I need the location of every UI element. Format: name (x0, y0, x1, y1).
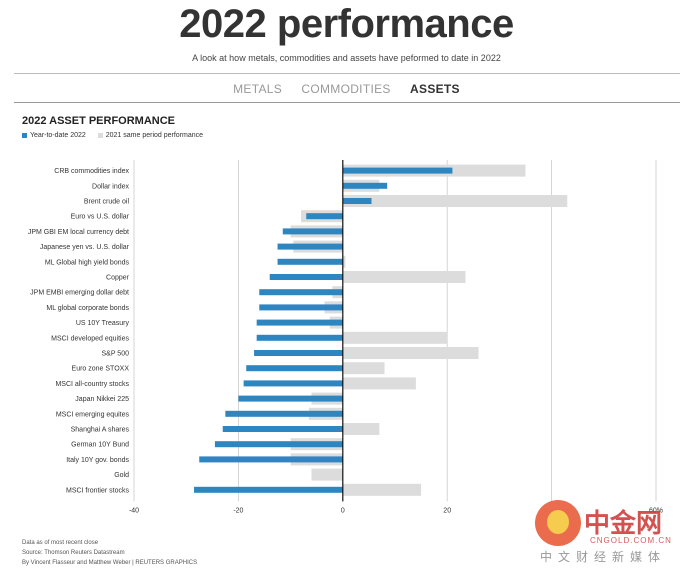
category-label: Japan Nikkei 225 (75, 396, 129, 403)
legend-label-2022: Year-to-date 2022 (30, 132, 86, 139)
category-label: Brent crude oil (84, 199, 130, 206)
page-title: 2022 performance (179, 2, 514, 46)
bar-2022 (282, 228, 343, 235)
legend-swatch-2021 (97, 132, 103, 138)
divider-top (14, 73, 680, 74)
category-label: ML global corporate bonds (46, 305, 129, 312)
category-label: Italy 10Y gov. bonds (66, 457, 129, 464)
legend-swatch-2022 (22, 132, 27, 138)
watermark-brand: 中金网 (584, 509, 663, 539)
divider-bottom (14, 102, 680, 103)
category-label: Copper (106, 275, 130, 282)
bar-2022 (222, 426, 343, 432)
bar-2022 (259, 304, 343, 311)
bar-2021 (342, 195, 568, 207)
bar-2022 (342, 167, 453, 174)
footnote-source: Source: Thomson Reuters Datastream (22, 550, 125, 556)
bar-2022 (306, 213, 343, 220)
x-tick-label: -40 (129, 507, 139, 514)
bar-2021 (342, 423, 380, 435)
chart-title: 2022 ASSET PERFORMANCE (22, 115, 176, 127)
bar-2021 (342, 362, 385, 375)
category-label: ML Global high yield bonds (45, 259, 130, 266)
watermark-url: CNGOLD.COM.CN (590, 536, 672, 545)
bar-2022 (342, 198, 372, 204)
bar-2022 (246, 365, 343, 372)
bar-2022 (256, 334, 343, 341)
watermark-logo-icon (535, 500, 581, 546)
category-label: CRB commodities index (54, 168, 129, 175)
bar-2022 (238, 395, 343, 402)
bar-2021 (342, 255, 346, 268)
category-label: MSCI all-country stocks (55, 381, 129, 388)
x-tick-label: 0 (341, 507, 345, 514)
bar-2022 (259, 289, 343, 296)
category-label: Dollar index (92, 183, 129, 190)
footnote-byline: By Vincent Flasseur and Matthew Weber | … (22, 560, 198, 566)
category-label: MSCI emerging equites (56, 411, 130, 418)
tab-commodities[interactable]: COMMODITIES (301, 82, 391, 96)
page-subtitle: A look at how metals, commodities and as… (192, 53, 501, 63)
category-label: US 10Y Treasury (76, 320, 130, 327)
category-label: S&P 500 (101, 351, 129, 358)
category-label: Euro vs U.S. dollar (71, 214, 130, 221)
bar-2022 (256, 319, 343, 326)
category-label: MSCI developed equities (51, 335, 129, 342)
x-tick-label: 20 (443, 507, 451, 514)
category-label: JPM GBI EM local currency debt (28, 229, 129, 236)
bar-2022 (277, 243, 343, 250)
category-label: Shanghai A shares (71, 427, 130, 434)
watermark-tagline: 中文财经新媒体 (540, 550, 667, 564)
category-label: JPM EMBI emerging dollar debt (30, 290, 129, 297)
bar-2022 (214, 441, 343, 448)
bar-2021 (342, 271, 466, 283)
bar-2022 (269, 274, 343, 280)
category-label: Euro zone STOXX (72, 366, 130, 373)
x-tick-label: -20 (233, 507, 243, 514)
category-label: Japanese yen vs. U.S. dollar (40, 244, 130, 251)
bar-2021 (342, 347, 479, 359)
bar-2022 (225, 410, 343, 417)
tab-metals[interactable]: METALS (233, 82, 283, 96)
category-label: German 10Y Bund (71, 442, 129, 449)
legend-label-2021: 2021 same period performance (105, 132, 204, 139)
bar-2021 (342, 483, 422, 496)
x-tick-label: 60% (649, 507, 663, 514)
bar-2022 (199, 456, 343, 463)
bar-2021 (311, 468, 343, 481)
tab-assets[interactable]: ASSETS (410, 82, 460, 96)
bar-2022 (254, 350, 343, 356)
category-label: MSCI frontier stocks (66, 487, 130, 494)
watermark-logo-inner (547, 510, 569, 534)
category-label: Gold (114, 472, 129, 479)
tab-bar: METALS COMMODITIES ASSETS (0, 82, 693, 96)
bar-chart: CRB commodities index Dollar index Brent c… (28, 160, 663, 514)
bar-2021 (342, 331, 448, 344)
bar-2022 (243, 380, 343, 387)
legend-item-2022: Year-to-date 2022 (22, 132, 86, 139)
bar-2021 (342, 377, 416, 390)
footnote-data-date: Data as of most recent close (22, 540, 99, 546)
chart-legend: Year-to-date 2022 2021 same period perfo… (22, 132, 213, 139)
bar-2022 (194, 486, 343, 493)
bar-2022 (342, 182, 388, 189)
bar-2022 (277, 258, 343, 265)
legend-item-2021: 2021 same period performance (97, 132, 204, 139)
